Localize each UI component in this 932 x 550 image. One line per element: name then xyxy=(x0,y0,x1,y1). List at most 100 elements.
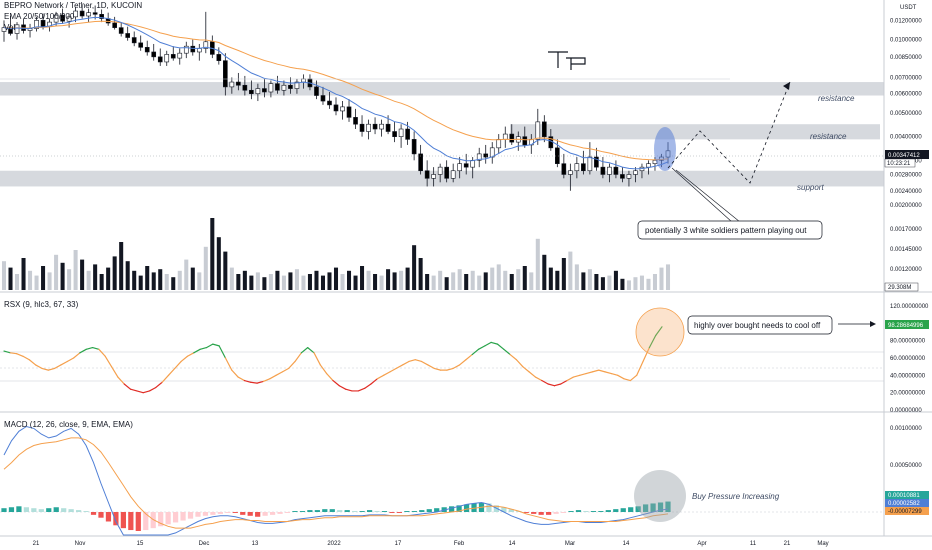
macd-hist-bar xyxy=(590,511,597,512)
rsx-segment xyxy=(332,379,340,387)
volume-bar xyxy=(633,277,638,290)
rsx-segment xyxy=(503,348,511,356)
volume-bar xyxy=(314,270,319,290)
macd-hist-bar xyxy=(508,509,514,512)
volume-bar xyxy=(73,250,78,290)
volume-bar xyxy=(594,274,599,290)
rsx-segment xyxy=(623,378,631,382)
zone-label-resistance-lower: resistance xyxy=(810,132,847,141)
macd-hist-bar xyxy=(613,509,619,512)
macd-hist-bar xyxy=(128,512,134,531)
candle-body xyxy=(457,163,463,172)
macd-hist-bar xyxy=(98,512,104,518)
candle-body xyxy=(73,10,78,18)
signal-line xyxy=(3,437,669,529)
macd-hist-bar xyxy=(202,512,209,516)
macd-hist-bar xyxy=(665,501,671,512)
rsx-segment xyxy=(72,352,81,359)
volume-bar xyxy=(509,274,514,290)
volume-bar xyxy=(665,264,671,290)
volume-bar xyxy=(405,267,410,290)
rsx-axis: 120.00000000 80.00000000 60.00000000 40.000… xyxy=(890,304,929,414)
candle-body xyxy=(144,47,150,53)
time-tick: 15 xyxy=(137,541,144,547)
rsx-last-value: 98.28684996 xyxy=(888,323,924,329)
time-tick: 2022 xyxy=(327,541,341,547)
candle-body xyxy=(112,22,117,28)
macd-hist-bar xyxy=(389,512,395,513)
volume-bar xyxy=(412,245,417,290)
macd-hist-bar xyxy=(396,512,403,513)
macd-hist-bar xyxy=(359,511,365,512)
rsx-segment xyxy=(186,352,195,357)
rsx-segment xyxy=(60,360,68,366)
volume-bar xyxy=(177,270,182,290)
rsx-segment xyxy=(212,343,220,347)
volume-bar xyxy=(581,272,586,290)
rsx-segment xyxy=(420,360,429,366)
candle-body xyxy=(613,166,619,175)
volume-bar xyxy=(561,258,566,290)
rsx-segment xyxy=(389,367,397,373)
candle-body xyxy=(34,20,39,29)
rsx-segment xyxy=(642,347,650,363)
rsx-segment xyxy=(477,345,486,350)
candle-body xyxy=(229,81,235,88)
volume-bar xyxy=(41,266,46,290)
time-tick: 17 xyxy=(395,541,402,547)
candle-body xyxy=(379,123,384,130)
volume-bar xyxy=(646,278,651,290)
macd-hist-bar xyxy=(255,512,261,517)
candle-body xyxy=(437,166,443,175)
volume-bar xyxy=(522,266,527,290)
volume-bar xyxy=(288,272,293,290)
time-tick: 14 xyxy=(509,541,516,547)
rsx-segment xyxy=(648,334,657,349)
zone-1 xyxy=(510,124,880,140)
macd-hist-bar xyxy=(628,507,634,512)
rsx-segment xyxy=(433,367,442,371)
rsx-tick: 20.00000000 xyxy=(890,391,926,397)
macd-hist-bar xyxy=(68,509,74,512)
volume-bar xyxy=(587,269,592,290)
volume-bar xyxy=(203,246,208,290)
candle-body xyxy=(236,81,241,86)
candle-body xyxy=(164,54,170,63)
rsx-segment xyxy=(655,326,663,337)
rsx-segment xyxy=(345,388,353,392)
candle-body xyxy=(92,12,98,15)
macd-hist-bar xyxy=(329,509,335,512)
volume-bar xyxy=(607,275,612,290)
projection-arrowhead xyxy=(783,82,790,90)
rsx-segment xyxy=(452,364,461,369)
macd-hist-bar xyxy=(657,502,664,512)
overbought-circle xyxy=(635,307,685,357)
rsx-segment xyxy=(294,352,302,363)
candle-body xyxy=(327,100,332,106)
candle-body xyxy=(626,174,632,179)
rsx-segment xyxy=(617,374,625,380)
macd-hist-bar xyxy=(232,512,238,513)
macd-hist-bar xyxy=(247,512,253,516)
macd-hist-bar xyxy=(307,510,313,512)
time-tick: Apr xyxy=(697,541,706,547)
candle-body xyxy=(262,88,267,93)
rsx-segment xyxy=(572,374,581,378)
candle-body xyxy=(424,170,430,179)
candle-body xyxy=(99,14,104,19)
candle-body xyxy=(190,45,196,53)
macd-hist-badge xyxy=(885,491,929,499)
candle-body xyxy=(581,163,586,172)
candle-body xyxy=(392,131,397,137)
volume-bar xyxy=(386,269,391,290)
rsx-segment xyxy=(91,347,100,350)
candle-body xyxy=(587,156,593,172)
rsx-segment xyxy=(281,367,290,373)
volume-bar xyxy=(255,272,260,290)
volume-bar xyxy=(151,272,156,290)
support-resistance-zones xyxy=(0,82,884,187)
volume-bar xyxy=(392,272,397,290)
volume-bar xyxy=(184,259,189,290)
rsx-segment xyxy=(604,371,612,375)
macd-hist-bar xyxy=(486,503,492,512)
